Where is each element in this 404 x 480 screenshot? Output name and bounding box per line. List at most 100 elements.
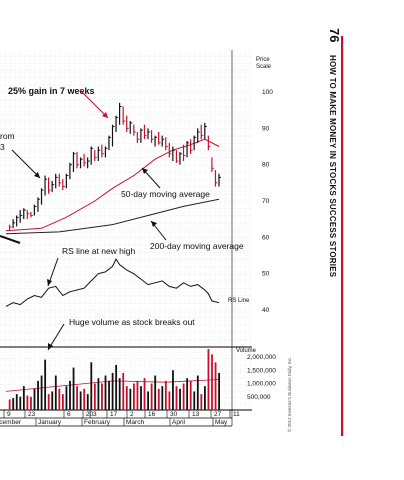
month-label: May: [215, 419, 228, 426]
volume-bar: [214, 362, 217, 410]
date-tick-labels: 9 23 6 20 3 17 2 16 30 13 27 11: [3, 410, 240, 418]
volume-bar: [200, 394, 203, 410]
from-arrowhead: [34, 172, 40, 178]
volume-label: Volume: [236, 348, 257, 354]
volume-bar: [179, 388, 181, 410]
price-scale-title: Price: [256, 57, 270, 63]
volume-bar: [65, 386, 68, 410]
volume-bar: [122, 372, 125, 410]
volume-bar: [83, 388, 86, 410]
annotation-rs-high: RS line at new high: [62, 246, 136, 256]
volume-bar: [19, 396, 22, 410]
volume-bar: [133, 383, 135, 410]
annotation-volume: Huge volume as stock breaks out: [69, 317, 195, 327]
annotation-from: rom: [0, 131, 15, 141]
month-label: March: [126, 419, 144, 426]
from-arrow: [11, 149, 41, 179]
volume-bar: [157, 388, 160, 410]
rs-high-arrowhead: [47, 279, 52, 286]
volume-bar: [175, 386, 178, 410]
volume-bar: [182, 383, 185, 410]
volume-bar: [154, 375, 157, 410]
volume-bar: [186, 378, 189, 410]
volume-bar: [204, 386, 206, 410]
annotation-ma50: 50-day moving average: [121, 189, 210, 199]
volume-bar: [136, 380, 139, 410]
volume-bar: [44, 359, 47, 410]
rs-line-label: RS Line: [228, 298, 250, 304]
volume-bar: [108, 380, 110, 410]
volume-tick-labels: 2,000,000 1,500,000 1,000,000 500,000: [247, 354, 276, 401]
volume-bar: [33, 388, 36, 410]
rs-line: [5, 258, 220, 307]
volume-bar: [207, 349, 210, 410]
volume-bar: [111, 372, 114, 410]
date-tick-label: 16: [148, 411, 156, 418]
volume-bar: [86, 394, 89, 410]
volume-bar: [62, 394, 64, 410]
volume-bars: [8, 349, 220, 410]
copyright-notice: © 2012 Investor's Business Daily, Inc.: [286, 357, 292, 432]
volume-bar: [69, 380, 71, 410]
ma50-arrowhead: [142, 168, 148, 174]
volume-bar: [72, 367, 75, 410]
volume-bar: [15, 394, 18, 410]
volume-bar: [172, 370, 174, 410]
volume-bar: [37, 380, 39, 410]
volume-bar: [118, 378, 121, 410]
price-tick-label: 40: [262, 307, 270, 314]
date-tick-label: 3: [93, 411, 97, 418]
volume-bar: [30, 396, 32, 410]
ma200-arrowhead: [151, 221, 157, 227]
date-tick-label: 2: [130, 411, 134, 418]
volume-bar: [164, 380, 167, 410]
chart-frame: [0, 50, 252, 427]
price-tick-label: 70: [262, 198, 270, 205]
volume-bar: [51, 391, 54, 410]
ma200-line: [5, 198, 220, 235]
date-tick-label: 30: [170, 411, 178, 418]
price-tick-label: 60: [262, 234, 270, 241]
volume-bar: [8, 399, 11, 410]
date-tick-label: 9: [7, 411, 11, 418]
volume-tick-label: 1,000,000: [247, 381, 276, 388]
annotation-b: 3: [0, 142, 5, 152]
volume-bar: [147, 391, 149, 410]
date-tick-label: 6: [67, 411, 71, 418]
volume-bar: [93, 383, 96, 410]
volume-bar: [115, 364, 118, 410]
month-label: January: [38, 419, 62, 426]
volume-bar: [161, 386, 164, 410]
volume-bar: [22, 386, 25, 410]
volume-tick-label: 500,000: [247, 394, 271, 401]
volume-bar: [211, 354, 213, 410]
volume-bar: [101, 383, 103, 410]
volume-bar: [58, 388, 61, 410]
volume-bar: [189, 380, 192, 410]
gain-arrow: [79, 89, 109, 119]
volume-bar: [104, 375, 107, 410]
page-number: 76: [327, 28, 342, 42]
volume-bar: [54, 375, 57, 410]
price-tick-label: 50: [262, 271, 270, 278]
month-labels: December January February March April May: [0, 418, 228, 426]
volume-bar: [79, 391, 82, 410]
volume-bar: [193, 391, 196, 410]
volume-bar: [76, 386, 78, 410]
volume-bar: [140, 386, 142, 410]
volume-bar: [125, 386, 128, 410]
volume-bar: [196, 375, 199, 410]
date-tick-label: 27: [214, 411, 222, 418]
price-tick-labels: 100 90 80 70 60 50 40: [262, 89, 273, 314]
price-tick-label: 100: [262, 89, 273, 96]
annotation-gain: 25% gain in 7 weeks: [8, 86, 95, 96]
price-tick-label: 80: [262, 162, 270, 169]
volume-arrowhead: [48, 343, 53, 350]
month-label: April: [172, 419, 186, 426]
date-tick-label: 23: [28, 411, 36, 418]
date-tick-label: 11: [233, 411, 240, 418]
price-scale-subtitle: Scale: [256, 64, 272, 70]
volume-bar: [47, 394, 50, 410]
volume-bar: [90, 362, 93, 410]
